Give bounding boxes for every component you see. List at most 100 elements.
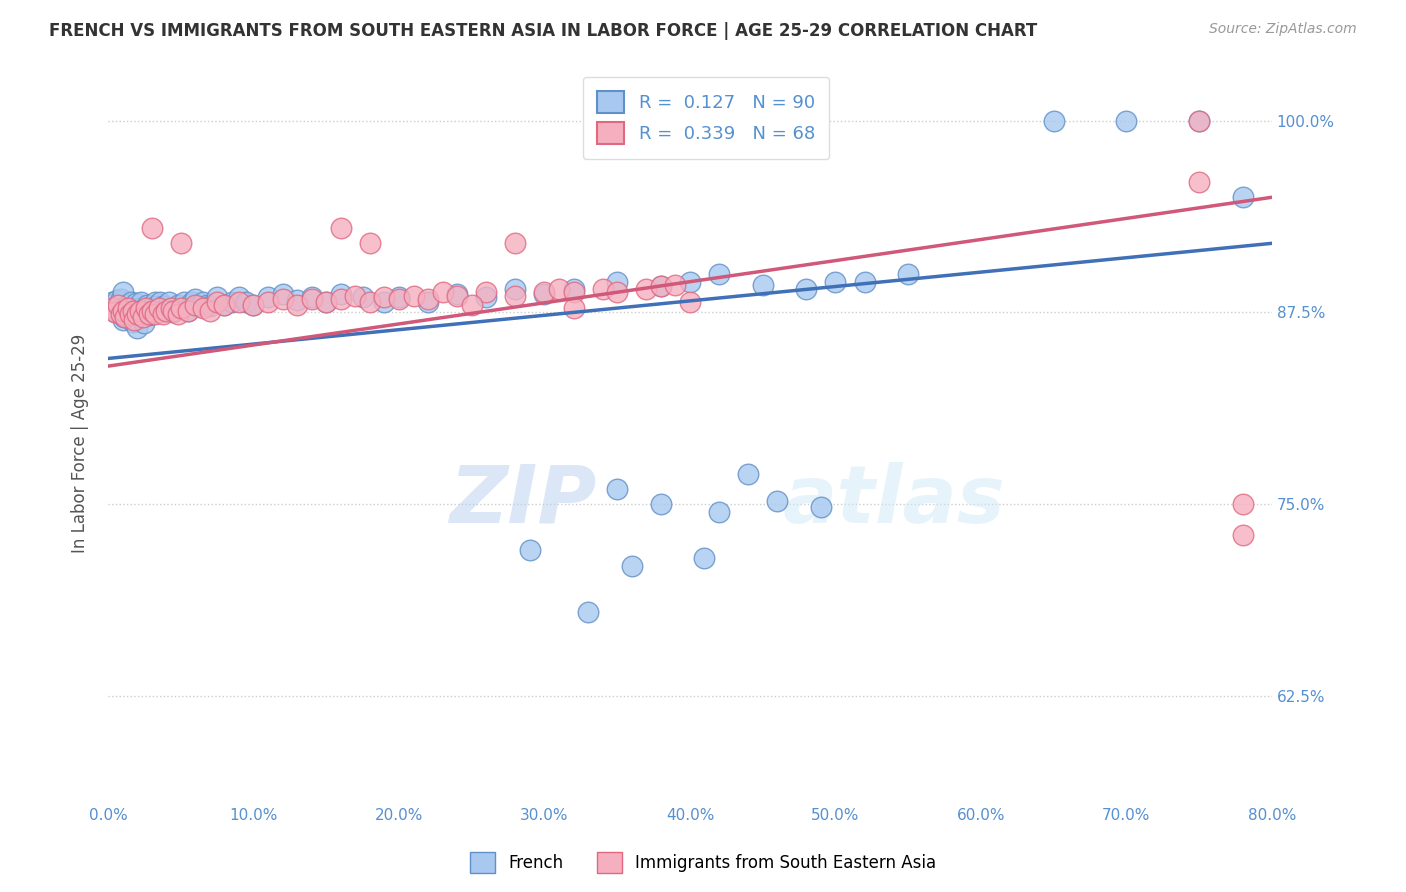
- Point: [897, 267, 920, 281]
- Point: [228, 294, 250, 309]
- Point: [679, 275, 702, 289]
- Point: [107, 298, 129, 312]
- Point: [235, 294, 257, 309]
- Point: [100, 298, 122, 312]
- Point: [432, 285, 454, 300]
- Point: [766, 494, 789, 508]
- Point: [134, 316, 156, 330]
- Point: [242, 298, 264, 312]
- Point: [195, 298, 218, 312]
- Point: [650, 497, 672, 511]
- Point: [606, 275, 628, 289]
- Point: [533, 285, 555, 300]
- Point: [737, 467, 759, 481]
- Point: [707, 267, 730, 281]
- Point: [315, 294, 337, 309]
- Point: [101, 294, 124, 309]
- Point: [205, 294, 228, 309]
- Point: [141, 304, 163, 318]
- Point: [121, 304, 143, 318]
- Point: [157, 294, 180, 309]
- Point: [110, 307, 132, 321]
- Point: [111, 285, 134, 300]
- Point: [446, 288, 468, 302]
- Point: [205, 290, 228, 304]
- Point: [301, 292, 323, 306]
- Point: [562, 285, 585, 300]
- Text: ZIP: ZIP: [450, 461, 596, 540]
- Point: [460, 298, 482, 312]
- Point: [228, 290, 250, 304]
- Point: [198, 304, 221, 318]
- Text: atlas: atlas: [783, 461, 1005, 540]
- Point: [118, 307, 141, 321]
- Point: [191, 301, 214, 315]
- Point: [184, 298, 207, 312]
- Point: [115, 298, 138, 312]
- Point: [416, 292, 439, 306]
- Point: [170, 301, 193, 315]
- Point: [112, 310, 135, 324]
- Point: [562, 301, 585, 315]
- Point: [159, 301, 181, 315]
- Point: [127, 320, 149, 334]
- Point: [129, 301, 152, 315]
- Point: [352, 290, 374, 304]
- Point: [111, 304, 134, 318]
- Point: [141, 221, 163, 235]
- Point: [152, 299, 174, 313]
- Text: FRENCH VS IMMIGRANTS FROM SOUTH EASTERN ASIA IN LABOR FORCE | AGE 25-29 CORRELAT: FRENCH VS IMMIGRANTS FROM SOUTH EASTERN …: [49, 22, 1038, 40]
- Point: [104, 305, 127, 319]
- Point: [143, 294, 166, 309]
- Point: [1232, 528, 1254, 542]
- Point: [373, 294, 395, 309]
- Point: [751, 277, 773, 292]
- Point: [606, 285, 628, 300]
- Point: [416, 294, 439, 309]
- Point: [242, 298, 264, 312]
- Point: [576, 605, 599, 619]
- Point: [388, 292, 411, 306]
- Point: [592, 282, 614, 296]
- Point: [111, 313, 134, 327]
- Point: [138, 307, 160, 321]
- Point: [129, 304, 152, 318]
- Point: [138, 309, 160, 323]
- Point: [1042, 113, 1064, 128]
- Point: [810, 500, 832, 515]
- Point: [104, 305, 127, 319]
- Point: [271, 292, 294, 306]
- Point: [117, 301, 139, 315]
- Point: [135, 301, 157, 315]
- Point: [650, 279, 672, 293]
- Point: [285, 298, 308, 312]
- Point: [122, 305, 145, 319]
- Point: [120, 294, 142, 309]
- Point: [114, 310, 136, 324]
- Point: [191, 294, 214, 309]
- Point: [562, 282, 585, 296]
- Point: [103, 301, 125, 315]
- Point: [373, 290, 395, 304]
- Point: [145, 299, 167, 313]
- Point: [475, 285, 498, 300]
- Point: [132, 310, 155, 324]
- Point: [853, 275, 876, 289]
- Point: [402, 288, 425, 302]
- Point: [533, 287, 555, 301]
- Point: [214, 298, 236, 312]
- Point: [184, 292, 207, 306]
- Point: [141, 304, 163, 318]
- Point: [257, 294, 280, 309]
- Point: [505, 236, 527, 251]
- Point: [221, 294, 243, 309]
- Point: [166, 307, 188, 321]
- Point: [162, 304, 184, 318]
- Point: [1115, 113, 1137, 128]
- Point: [105, 293, 128, 307]
- Point: [121, 315, 143, 329]
- Point: [198, 299, 221, 313]
- Point: [101, 301, 124, 315]
- Point: [650, 279, 672, 293]
- Point: [359, 294, 381, 309]
